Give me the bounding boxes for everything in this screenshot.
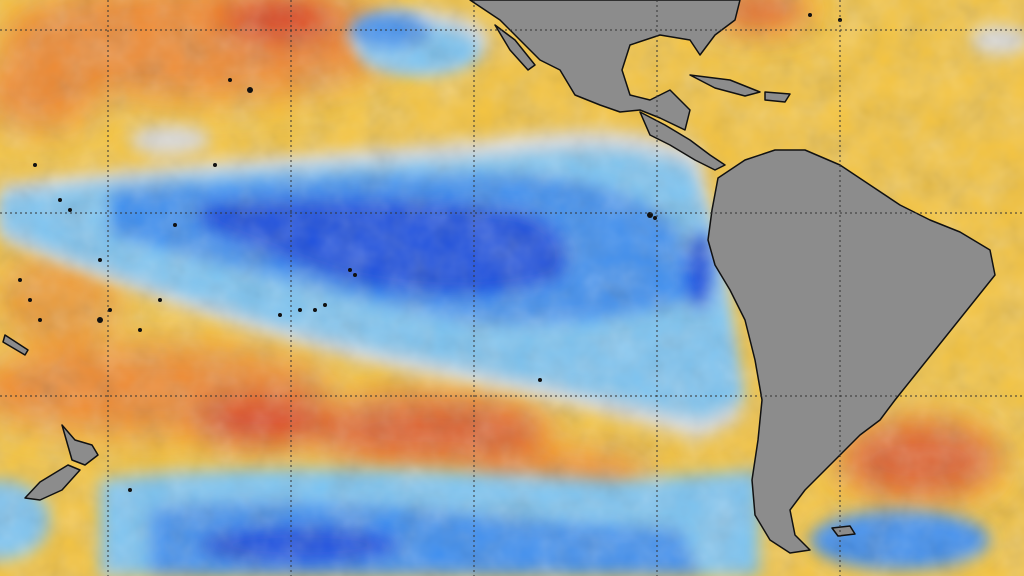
falkland-islands [831,525,856,537]
baja-california [494,24,536,71]
hispaniola [764,91,791,103]
pacific-islands [18,13,842,492]
central-america-isthmus [639,111,726,171]
south-america [707,149,996,554]
north-central-america [469,0,741,131]
cuba [689,74,761,97]
new-caledonia [2,334,29,356]
new-zealand-north [61,424,99,466]
landmasses [2,0,996,554]
new-zealand-south [24,464,81,501]
